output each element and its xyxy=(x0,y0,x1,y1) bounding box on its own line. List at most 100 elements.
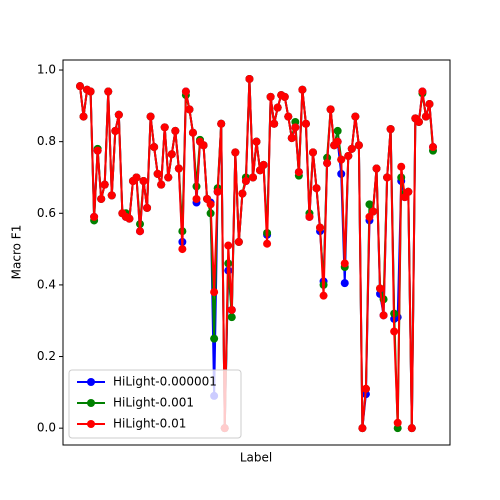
point xyxy=(298,85,307,94)
point xyxy=(429,143,437,152)
point xyxy=(125,214,134,223)
point xyxy=(351,112,360,121)
point xyxy=(213,187,222,196)
point xyxy=(100,180,109,189)
point xyxy=(347,144,356,153)
point xyxy=(157,180,166,189)
point xyxy=(301,119,310,128)
point xyxy=(178,245,187,254)
point xyxy=(188,128,197,137)
point xyxy=(383,173,392,182)
legend-label: HiLight-0.000001 xyxy=(113,375,217,389)
point xyxy=(97,194,106,203)
point xyxy=(104,87,113,96)
point xyxy=(227,305,236,314)
point xyxy=(287,134,296,143)
point xyxy=(252,137,261,146)
legend-label: HiLight-0.01 xyxy=(113,417,186,431)
point xyxy=(390,327,399,336)
point xyxy=(143,203,152,212)
y-tick-label: 0.8 xyxy=(37,134,56,148)
point xyxy=(210,288,219,297)
y-tick-label: 1.0 xyxy=(37,63,56,77)
point xyxy=(333,126,342,135)
point xyxy=(312,184,321,193)
y-tick-label: 0.0 xyxy=(37,421,56,435)
point xyxy=(393,418,402,427)
point xyxy=(227,313,236,322)
point xyxy=(319,291,328,300)
point xyxy=(379,311,388,320)
point xyxy=(210,334,219,343)
point xyxy=(386,125,395,134)
point xyxy=(316,223,325,232)
point xyxy=(206,200,215,209)
point xyxy=(361,384,370,393)
point xyxy=(340,259,349,268)
point xyxy=(266,92,275,101)
point xyxy=(164,173,173,182)
point xyxy=(132,173,141,182)
point xyxy=(284,112,293,121)
point xyxy=(114,110,123,119)
point xyxy=(245,74,254,83)
point xyxy=(291,123,300,132)
point xyxy=(241,177,250,186)
point xyxy=(294,168,303,177)
point xyxy=(146,112,155,121)
point xyxy=(217,119,226,128)
point xyxy=(192,194,201,203)
point xyxy=(111,126,120,135)
point xyxy=(234,237,243,246)
point xyxy=(263,239,272,248)
point xyxy=(238,189,247,198)
point xyxy=(199,141,208,150)
point xyxy=(305,212,314,221)
legend-box xyxy=(68,369,242,439)
point xyxy=(139,177,148,186)
point xyxy=(270,119,279,128)
point xyxy=(418,87,427,96)
point xyxy=(79,112,88,121)
point xyxy=(397,162,406,171)
point xyxy=(414,117,423,126)
point xyxy=(181,87,190,96)
point xyxy=(337,155,346,164)
y-tick-label: 0.4 xyxy=(37,277,56,291)
point xyxy=(368,207,377,216)
point xyxy=(354,141,363,150)
point xyxy=(171,126,180,135)
point xyxy=(323,159,332,168)
point xyxy=(344,151,353,160)
legend-label: HiLight-0.001 xyxy=(113,396,194,410)
point xyxy=(259,160,268,169)
point xyxy=(174,164,183,173)
legend-marker xyxy=(87,399,95,407)
point xyxy=(93,146,102,155)
point xyxy=(86,87,95,96)
point xyxy=(224,241,233,250)
point xyxy=(231,148,240,157)
point xyxy=(308,148,317,157)
x-axis-label: Label xyxy=(240,451,272,465)
point xyxy=(153,169,162,178)
point xyxy=(248,173,257,182)
y-axis-label: Macro F1 xyxy=(10,225,24,280)
point xyxy=(340,279,349,288)
point xyxy=(76,82,84,91)
point xyxy=(365,200,374,209)
point xyxy=(404,187,413,196)
point xyxy=(280,92,289,101)
point xyxy=(358,424,367,433)
point xyxy=(407,424,416,433)
point xyxy=(150,143,159,152)
point xyxy=(90,212,99,221)
point xyxy=(333,137,342,146)
point xyxy=(376,284,385,293)
legend-marker xyxy=(87,378,95,386)
point xyxy=(167,150,176,159)
y-tick-label: 0.6 xyxy=(37,206,56,220)
plot-frame xyxy=(62,59,451,446)
y-tick-label: 0.2 xyxy=(37,349,56,363)
